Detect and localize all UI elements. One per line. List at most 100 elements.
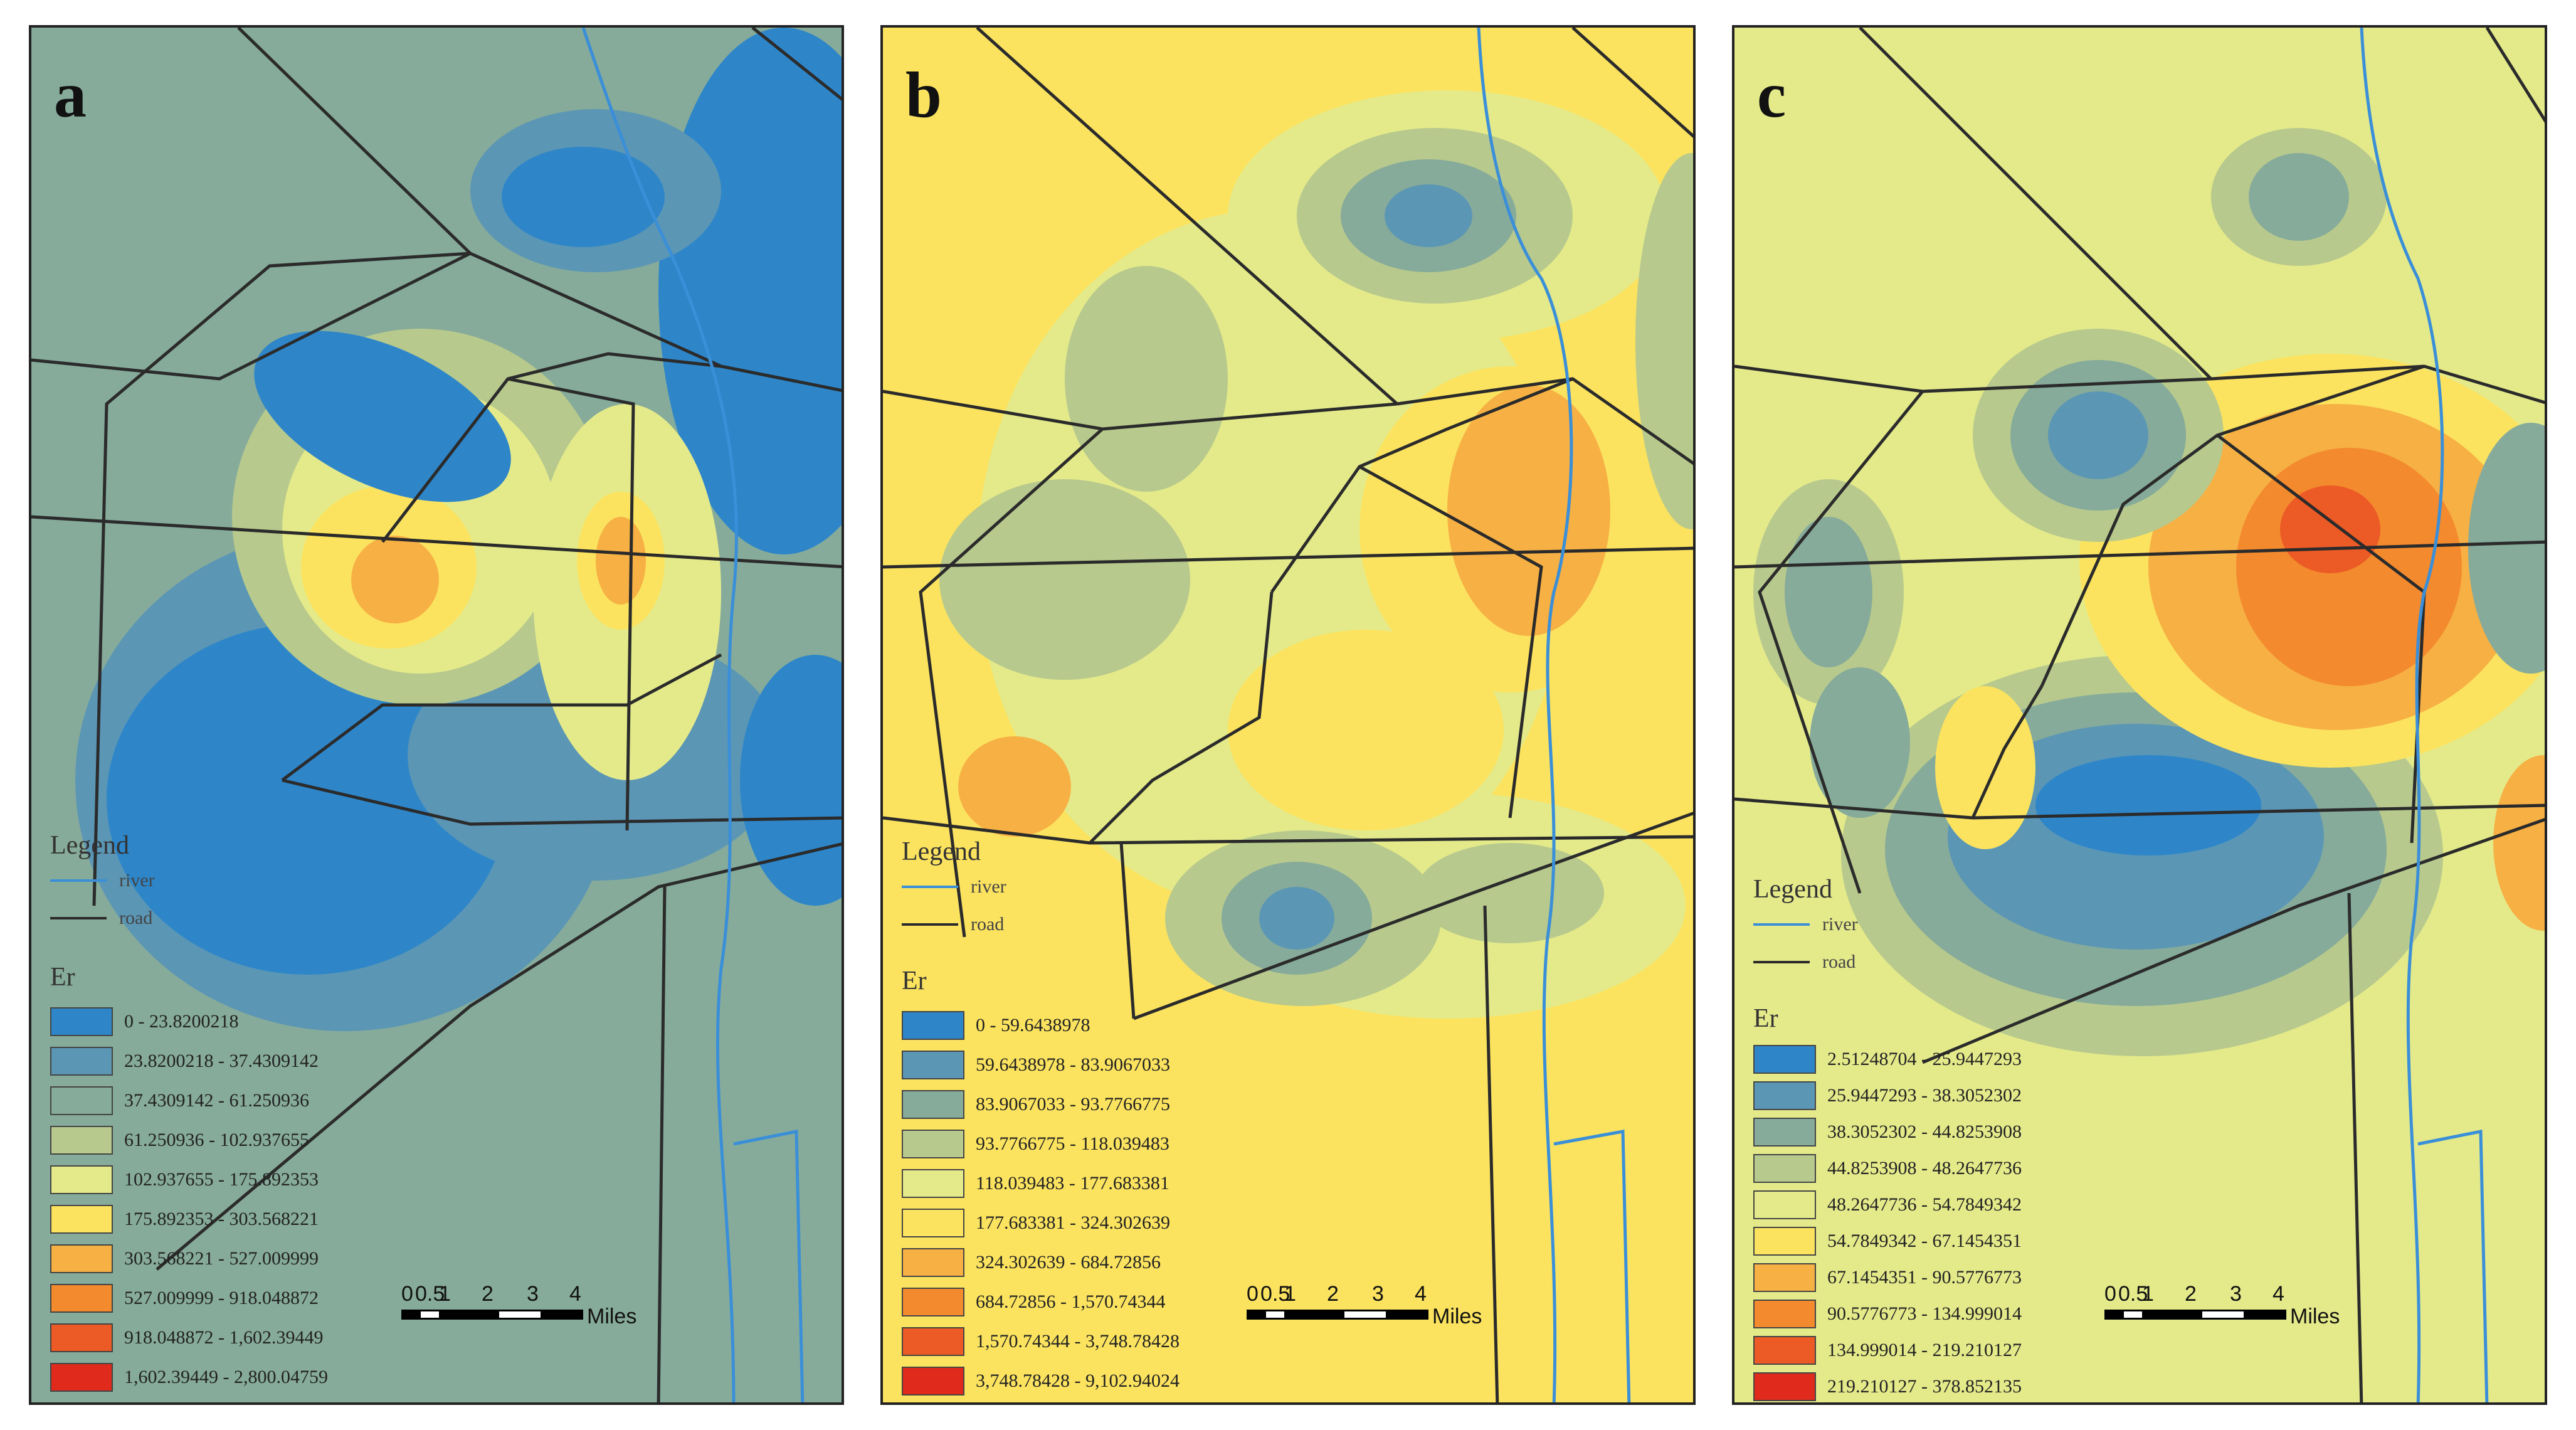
class-range: 527.009999 - 918.048872: [124, 1288, 319, 1308]
class-swatch: [50, 1323, 113, 1352]
class-swatch: [1753, 1372, 1816, 1401]
class-range: 54.7849342 - 67.1454351: [1827, 1231, 2022, 1251]
map-canvas-a: [31, 28, 842, 1402]
class-range: 59.6438978 - 83.9067033: [976, 1054, 1170, 1075]
class-range: 1,570.74344 - 3,748.78428: [976, 1331, 1180, 1352]
class-swatch: [902, 1090, 964, 1119]
river-tributary: [2417, 1129, 2489, 1402]
legend-title: Legend: [902, 837, 981, 866]
class-swatch: [50, 1244, 113, 1273]
scale-tick: 3: [527, 1282, 539, 1306]
road-swatch: [1753, 961, 1810, 963]
scale-units: Miles: [1432, 1305, 1482, 1328]
panel-letter: c: [1757, 59, 1787, 131]
class-range: 37.4309142 - 61.250936: [124, 1090, 309, 1111]
class-swatch: [1753, 1227, 1816, 1256]
class-swatch: [50, 1047, 113, 1076]
river-swatch: [1753, 923, 1810, 926]
roads: [31, 28, 842, 1402]
road-swatch: [50, 917, 107, 919]
river: [581, 28, 738, 1402]
scale-ticks: 0 0.5 1 2 3 4: [401, 1282, 615, 1307]
legend-title: Legend: [50, 831, 129, 860]
class-swatch: [902, 1209, 964, 1237]
class-range: 118.039483 - 177.683381: [976, 1173, 1169, 1194]
scale-tick: 4: [1415, 1282, 1427, 1306]
class-swatch: [1753, 1118, 1816, 1147]
class-swatch: [902, 1248, 964, 1277]
class-range: 61.250936 - 102.937655: [124, 1130, 309, 1150]
class-swatch: [1753, 1154, 1816, 1183]
scale-graphic: [401, 1310, 583, 1320]
scale-tick: 4: [2272, 1282, 2284, 1306]
scale-units: Miles: [587, 1305, 637, 1328]
scale-tick: 1: [2142, 1282, 2154, 1306]
river-label: river: [971, 876, 1006, 897]
field-title: Er: [50, 963, 75, 992]
class-swatch: [50, 1284, 113, 1313]
class-swatch: [50, 1205, 113, 1234]
class-range: 303.568221 - 527.009999: [124, 1248, 319, 1269]
scale-tick: 0: [1247, 1282, 1259, 1306]
panel-letter: b: [905, 59, 942, 131]
interpolated-surface: [939, 90, 1693, 1019]
class-range: 83.9067033 - 93.7766775: [976, 1094, 1170, 1115]
river-label: river: [119, 870, 155, 891]
panel-letter: a: [54, 59, 87, 131]
river: [1477, 28, 1573, 1402]
scale-tick: 0.5: [415, 1282, 445, 1306]
scale-tick: 4: [569, 1282, 581, 1306]
scale-tick: 0: [2104, 1282, 2116, 1306]
field-title: Er: [1753, 1004, 1778, 1033]
class-swatch: [902, 1288, 964, 1316]
interpolated-surface: [1753, 128, 2545, 1056]
field-title: Er: [902, 967, 927, 995]
class-range: 1,602.39449 - 2,800.04759: [124, 1367, 328, 1387]
scale-graphic: [1247, 1310, 1428, 1320]
class-swatch: [1753, 1263, 1816, 1292]
class-swatch: [50, 1007, 113, 1036]
class-swatch: [902, 1367, 964, 1396]
class-range: 44.8253908 - 48.2647736: [1827, 1158, 2022, 1178]
class-swatch: [50, 1165, 113, 1194]
river: [2360, 28, 2444, 1402]
class-range: 25.9447293 - 38.3052302: [1827, 1085, 2022, 1106]
class-range: 67.1454351 - 90.5776773: [1827, 1267, 2022, 1288]
map-panel-a: a Legend river road Er 0 - 23.8200218 2 3…: [29, 25, 844, 1405]
interpolated-surface: [75, 28, 842, 1031]
class-swatch: [1753, 1045, 1816, 1074]
scale-ticks: 0 0.5 1 2 3 4: [1247, 1282, 1460, 1307]
scale-tick: 0.5: [1260, 1282, 1291, 1306]
class-range: 2.51248704 - 25.9447293: [1827, 1049, 2022, 1069]
roads: [883, 28, 1693, 1402]
class-range: 3,748.78428 - 9,102.94024: [976, 1370, 1180, 1391]
class-swatch: [902, 1130, 964, 1158]
class-range: 177.683381 - 324.302639: [976, 1212, 1170, 1233]
scale-tick: 2: [1327, 1282, 1339, 1306]
scale-tick: 3: [2230, 1282, 2242, 1306]
road-label: road: [119, 908, 153, 928]
class-swatch: [902, 1051, 964, 1079]
class-swatch: [902, 1169, 964, 1198]
legend-title: Legend: [1753, 875, 1832, 904]
road-label: road: [971, 914, 1005, 935]
scale-tick: 2: [2185, 1282, 2197, 1306]
class-range: 90.5776773 - 134.999014: [1827, 1303, 2022, 1324]
scale-tick: 2: [482, 1282, 494, 1306]
class-range: 219.210127 - 378.852135: [1827, 1376, 2022, 1397]
class-range: 93.7766775 - 118.039483: [976, 1133, 1169, 1154]
class-swatch: [1753, 1190, 1816, 1219]
road-swatch: [902, 923, 958, 926]
river-swatch: [50, 879, 107, 882]
road-label: road: [1822, 951, 1856, 972]
class-range: 684.72856 - 1,570.74344: [976, 1291, 1166, 1312]
map-canvas-b: [883, 28, 1693, 1402]
river-tributary: [1553, 1130, 1631, 1402]
scale-tick: 3: [1372, 1282, 1384, 1306]
class-range: 48.2647736 - 54.7849342: [1827, 1194, 2022, 1215]
class-range: 918.048872 - 1,602.39449: [124, 1327, 324, 1348]
class-swatch: [1753, 1300, 1816, 1328]
class-range: 0 - 23.8200218: [124, 1011, 239, 1032]
class-range: 134.999014 - 219.210127: [1827, 1340, 2022, 1360]
river-label: river: [1822, 914, 1858, 935]
